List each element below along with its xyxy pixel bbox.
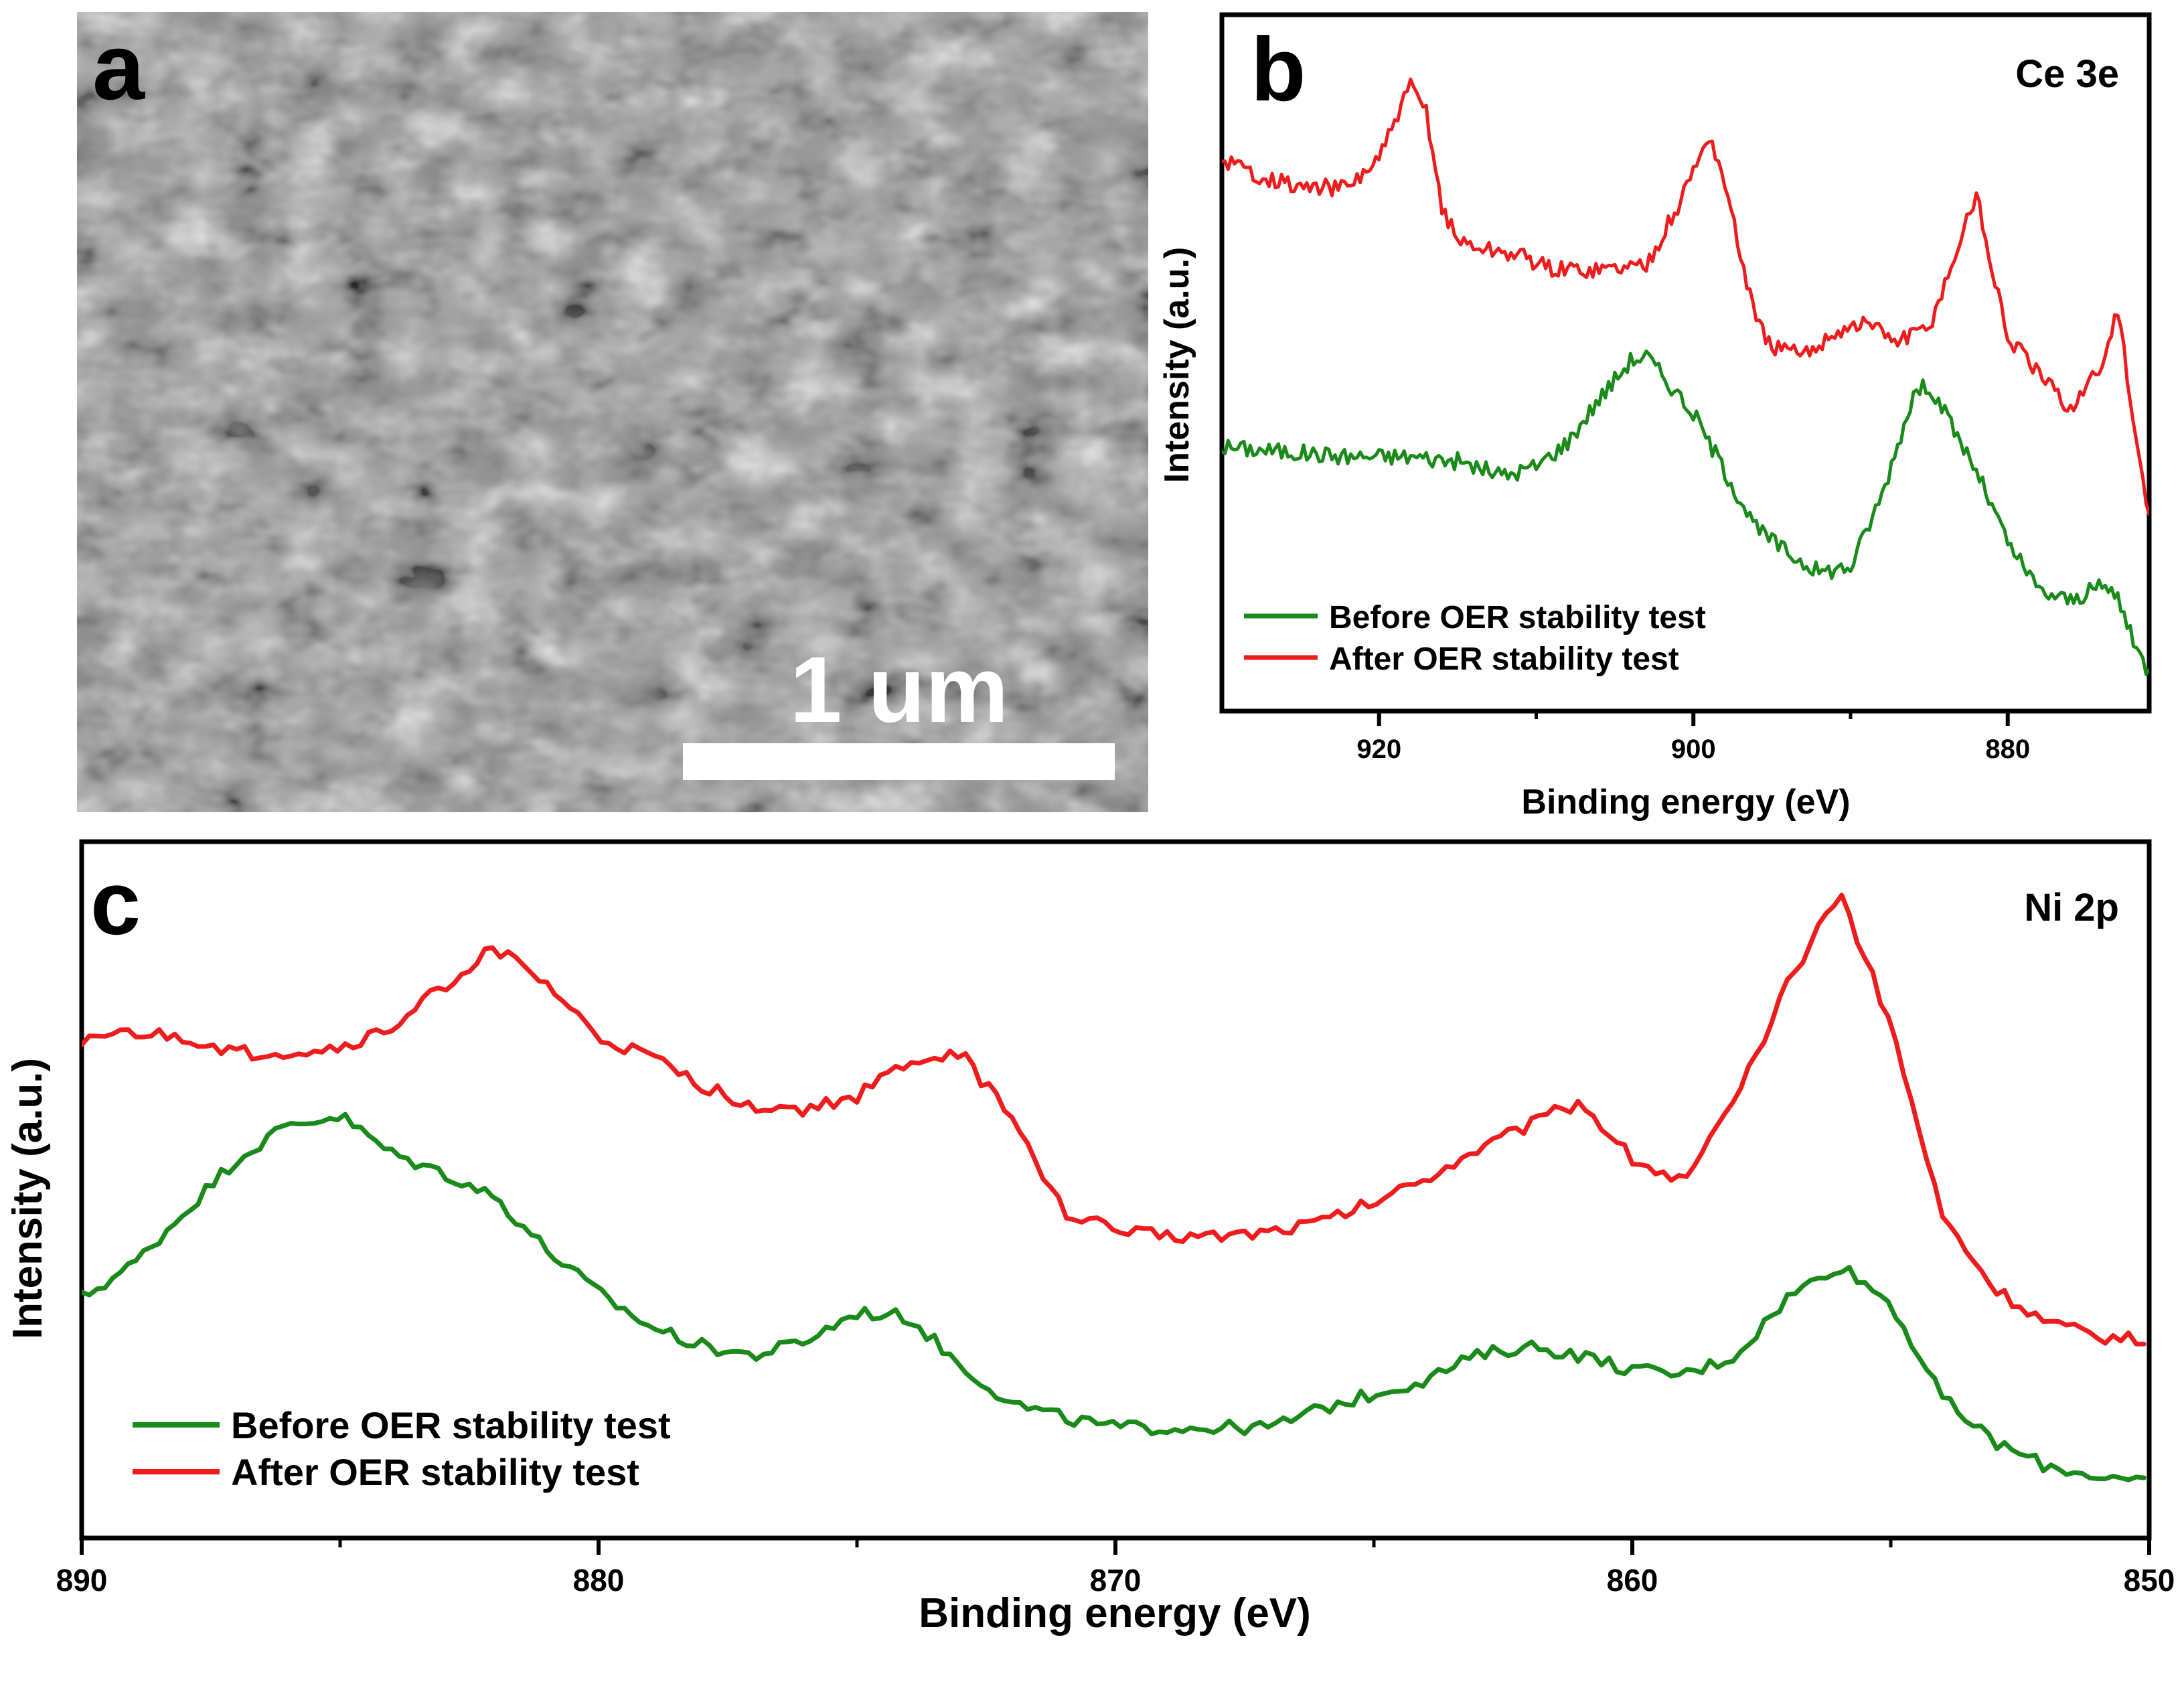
panel-c-series-after-line (82, 893, 2147, 1347)
panel-c-x-axis: 890 880 870 860 850 (56, 1538, 2175, 1598)
panel-c-series-before-line (82, 1112, 2147, 1482)
panel-b-ce-3e-spectrum: b Ce 3e 920 900 880 Binding energy (eV) In… (1158, 12, 2152, 822)
panel-letter-b: b (1251, 19, 1306, 120)
panel-b-title: Ce 3e (2015, 52, 2119, 96)
panel-b-x-axis: 920 900 880 (1356, 711, 2030, 764)
panel-c-x-tick-label: 870 (1090, 1563, 1142, 1598)
panel-b-y-axis-title: Intensity (a.u.) (1158, 247, 1196, 483)
panel-b-x-tick-label: 920 (1356, 735, 1401, 764)
panel-b-series-after-line (1222, 77, 2149, 516)
panel-b-x-axis-title: Binding energy (eV) (1521, 783, 1850, 822)
panel-c-legend-label-after: After OER stability test (231, 1451, 639, 1493)
panel-b-legend-label-after: After OER stability test (1329, 641, 1679, 677)
panel-c-x-tick-label: 890 (56, 1563, 108, 1598)
panel-letter-a: a (92, 14, 145, 119)
panel-b-legend: Before OER stability test After OER stab… (1244, 600, 1706, 677)
panel-b-frame (1219, 12, 2152, 714)
panel-c-title: Ni 2p (2024, 886, 2119, 929)
panel-c-y-axis-title: Intensity (a.u.) (5, 1058, 51, 1339)
panel-c-x-axis-title: Binding energy (eV) (919, 1590, 1311, 1636)
panel-a-sem-image: a 1 um (77, 12, 1148, 812)
panel-c-x-tick-label: 880 (573, 1563, 625, 1598)
panel-b-series-before-line (1222, 350, 2149, 676)
panel-b-plot-area (1222, 77, 2149, 676)
sem-image-texture (77, 12, 1148, 812)
panel-b-x-tick-label: 880 (1985, 735, 2030, 764)
panel-b-legend-label-before: Before OER stability test (1329, 600, 1706, 635)
scale-bar (683, 743, 1115, 780)
scale-bar-label: 1 um (790, 637, 1009, 742)
panel-letter-c: c (90, 852, 141, 953)
panel-c-plot-area (82, 893, 2147, 1482)
panel-c-ni-2p-spectrum: c Ni 2p 890 880 870 860 850 Binding energy (… (5, 839, 2175, 1636)
panel-c-x-tick-label: 850 (2124, 1563, 2175, 1598)
panel-c-legend-label-before: Before OER stability test (231, 1404, 671, 1446)
panel-c-x-tick-label: 860 (1607, 1563, 1658, 1598)
panel-c-legend: Before OER stability test After OER stab… (133, 1404, 671, 1493)
panel-b-x-tick-label: 900 (1671, 735, 1716, 764)
